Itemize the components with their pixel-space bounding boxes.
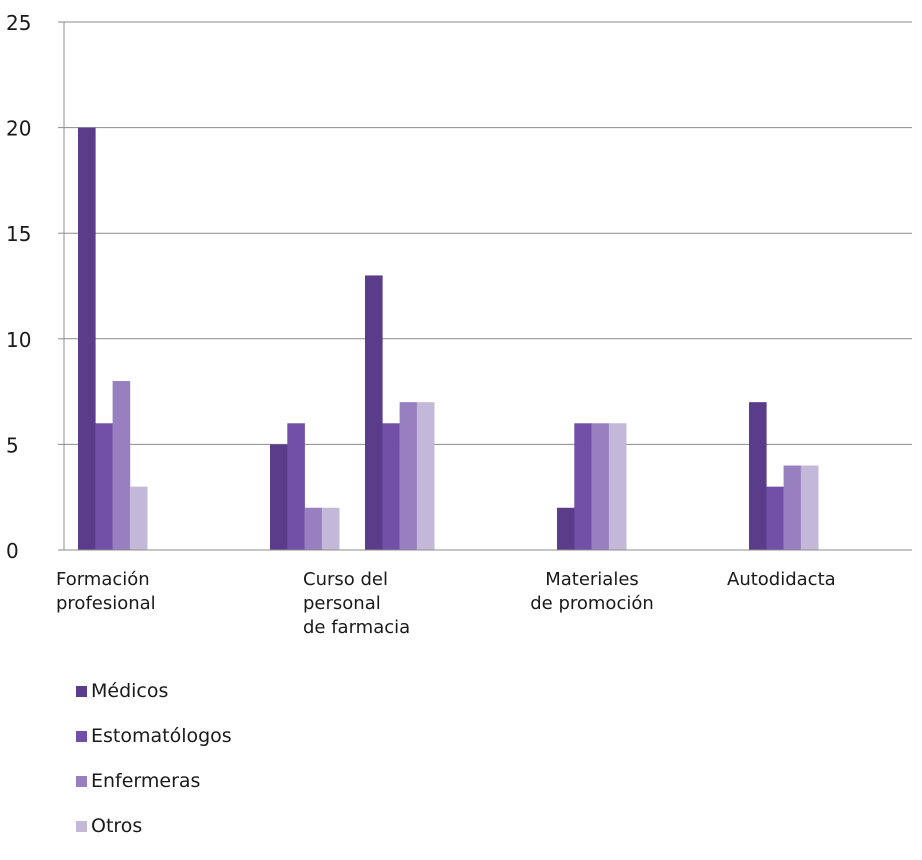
x-tick-label-line: Curso del bbox=[303, 569, 388, 590]
bar bbox=[608, 423, 627, 550]
bar bbox=[304, 507, 323, 550]
legend-label: Estomatólogos bbox=[91, 725, 232, 747]
bar bbox=[749, 402, 767, 550]
bar bbox=[557, 507, 575, 550]
legend: Médicos Estomatólogos Enfermeras Otros bbox=[76, 680, 232, 860]
legend-label: Médicos bbox=[91, 680, 169, 702]
x-tick-label: Curso del personal de farmacia bbox=[303, 569, 410, 638]
x-tick-label: Materiales de promoción bbox=[530, 569, 654, 614]
bar bbox=[287, 423, 305, 550]
bar bbox=[766, 486, 784, 550]
bars bbox=[78, 127, 819, 550]
x-tick-label: Autodidacta bbox=[727, 569, 836, 590]
x-tick-label-line: Formación bbox=[56, 569, 150, 590]
bar bbox=[399, 402, 418, 550]
legend-swatch-medicos bbox=[76, 685, 87, 697]
x-tick-label-line: Autodidacta bbox=[727, 569, 836, 590]
bar bbox=[112, 381, 131, 550]
legend-item-estomatologos: Estomatólogos bbox=[76, 725, 232, 747]
bar bbox=[365, 275, 383, 550]
legend-item-enfermeras: Enfermeras bbox=[76, 770, 232, 792]
x-tick-label-line: profesional bbox=[56, 593, 156, 614]
y-tick-label: 25 bbox=[6, 11, 31, 35]
bar bbox=[591, 423, 610, 550]
legend-swatch-estomatologos bbox=[76, 730, 87, 742]
y-tick-label: 15 bbox=[6, 222, 31, 246]
bar bbox=[783, 465, 802, 550]
y-tick-label: 0 bbox=[6, 539, 19, 563]
x-tick-label-line: de farmacia bbox=[303, 617, 410, 638]
gridlines bbox=[58, 21, 912, 551]
bar bbox=[382, 423, 400, 550]
bar bbox=[95, 423, 113, 550]
y-tick-label: 10 bbox=[6, 328, 31, 352]
legend-swatch-enfermeras bbox=[76, 775, 87, 787]
legend-item-medicos: Médicos bbox=[76, 680, 232, 702]
x-tick-labels: Formación profesional Curso del personal de … bbox=[56, 569, 836, 638]
y-tick-labels: 0 5 10 15 20 25 bbox=[6, 11, 31, 563]
x-tick-label-line: Materiales bbox=[545, 569, 639, 590]
x-tick-label-line: personal bbox=[303, 593, 381, 614]
legend-swatch-otros bbox=[76, 820, 87, 832]
legend-label: Enfermeras bbox=[91, 770, 201, 792]
bar bbox=[574, 423, 592, 550]
bar bbox=[416, 402, 435, 550]
legend-label: Otros bbox=[91, 815, 143, 837]
legend-item-otros: Otros bbox=[76, 815, 232, 837]
bar bbox=[270, 444, 288, 550]
bar bbox=[321, 507, 340, 550]
bar bbox=[129, 486, 148, 550]
chart: 0 5 10 15 20 25 Formación profesional Curso del… bbox=[6, 11, 912, 638]
bar bbox=[800, 465, 819, 550]
y-tick-label: 20 bbox=[6, 117, 31, 141]
bar bbox=[78, 127, 96, 550]
x-tick-label-line: de promoción bbox=[530, 593, 654, 614]
y-tick-label: 5 bbox=[6, 433, 19, 457]
x-tick-label: Formación profesional bbox=[56, 569, 156, 614]
